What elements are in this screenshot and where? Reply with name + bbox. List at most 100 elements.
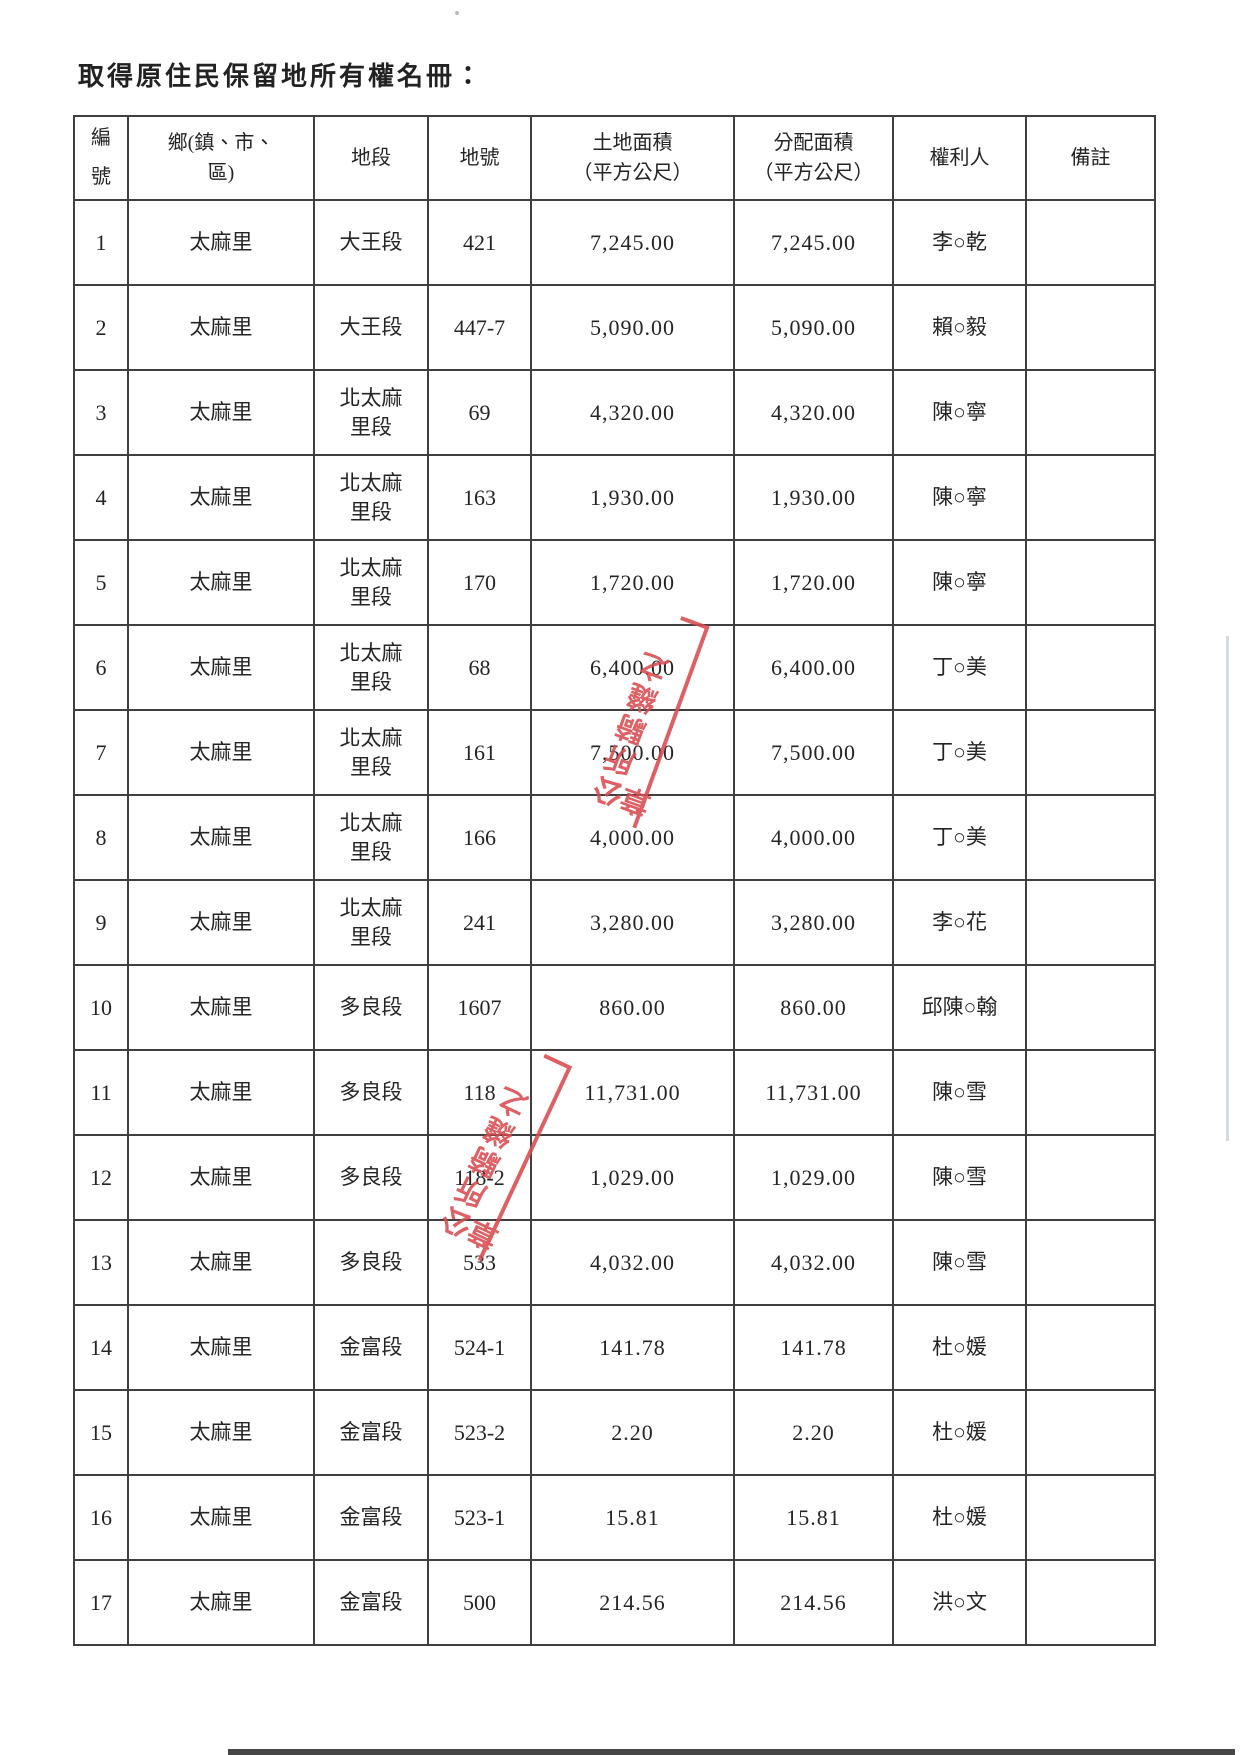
cell-rights-holder: 陳○雪: [892, 1134, 1027, 1221]
page-title: 取得原住民保留地所有權名冊：: [78, 62, 485, 91]
cell-number: 16: [73, 1474, 129, 1561]
cell-remarks: [1025, 1389, 1156, 1476]
cell-parcel-number: 68: [427, 624, 532, 711]
cell-allocated-area: 15.81: [733, 1474, 894, 1561]
cell-township: 太麻里: [127, 879, 315, 966]
cell-rights-holder: 杜○媛: [892, 1304, 1027, 1391]
cell-allocated-area: 1,720.00: [733, 539, 894, 626]
land-ownership-table: 編 號 鄉(鎮、市、 區) 地段 地號 土地面積 （平方公尺） 分配面積 （平方…: [73, 115, 1156, 1646]
table-row: 12 太麻里 多良段 118-2 1,029.00 1,029.00 陳○雪: [73, 1134, 1156, 1221]
column-header-section: 地段: [313, 115, 429, 201]
cell-rights-holder: 李○乾: [892, 199, 1027, 286]
cell-number: 8: [73, 794, 129, 881]
column-header-allocated-area: 分配面積 （平方公尺）: [733, 115, 894, 201]
cell-parcel-number: 170: [427, 539, 532, 626]
column-header-township: 鄉(鎮、市、 區): [127, 115, 315, 201]
cell-township: 太麻里: [127, 1134, 315, 1221]
cell-rights-holder: 丁○美: [892, 709, 1027, 796]
cell-rights-holder: 陳○寧: [892, 454, 1027, 541]
cell-number: 13: [73, 1219, 129, 1306]
table-row: 1 太麻里 大王段 421 7,245.00 7,245.00 李○乾: [73, 199, 1156, 286]
cell-township: 太麻里: [127, 1389, 315, 1476]
cell-remarks: [1025, 794, 1156, 881]
cell-land-area: 1,930.00: [530, 454, 735, 541]
cell-remarks: [1025, 454, 1156, 541]
cell-rights-holder: 邱陳○翰: [892, 964, 1027, 1051]
cell-remarks: [1025, 1219, 1156, 1306]
cell-rights-holder: 陳○寧: [892, 539, 1027, 626]
cell-land-area: 3,280.00: [530, 879, 735, 966]
cell-allocated-area: 3,280.00: [733, 879, 894, 966]
cell-township: 太麻里: [127, 1049, 315, 1136]
cell-section: 金富段: [313, 1559, 429, 1646]
header-row: 編 號 鄉(鎮、市、 區) 地段 地號 土地面積 （平方公尺） 分配面積 （平方…: [73, 115, 1156, 201]
table-row: 14 太麻里 金富段 524-1 141.78 141.78 杜○媛: [73, 1304, 1156, 1391]
cell-remarks: [1025, 879, 1156, 966]
cell-parcel-number: 166: [427, 794, 532, 881]
cell-township: 太麻里: [127, 1219, 315, 1306]
table-row: 17 太麻里 金富段 500 214.56 214.56 洪○文: [73, 1559, 1156, 1646]
cell-number: 15: [73, 1389, 129, 1476]
table-row: 9 太麻里 北太麻 里段 241 3,280.00 3,280.00 李○花: [73, 879, 1156, 966]
cell-section: 大王段: [313, 199, 429, 286]
cell-allocated-area: 4,320.00: [733, 369, 894, 456]
cell-parcel-number: 447-7: [427, 284, 532, 371]
cell-number: 5: [73, 539, 129, 626]
cell-parcel-number: 163: [427, 454, 532, 541]
table-row: 10 太麻里 多良段 1607 860.00 860.00 邱陳○翰: [73, 964, 1156, 1051]
cell-rights-holder: 丁○美: [892, 794, 1027, 881]
cell-rights-holder: 陳○寧: [892, 369, 1027, 456]
cell-number: 7: [73, 709, 129, 796]
cell-land-area: 4,032.00: [530, 1219, 735, 1306]
cell-parcel-number: 161: [427, 709, 532, 796]
column-header-number: 編 號: [73, 115, 129, 201]
table-row: 11 太麻里 多良段 118 11,731.00 11,731.00 陳○雪: [73, 1049, 1156, 1136]
cell-township: 太麻里: [127, 369, 315, 456]
cell-section: 北太麻 里段: [313, 539, 429, 626]
table-row: 15 太麻里 金富段 523-2 2.20 2.20 杜○媛: [73, 1389, 1156, 1476]
cell-number: 11: [73, 1049, 129, 1136]
cell-remarks: [1025, 1049, 1156, 1136]
cell-number: 10: [73, 964, 129, 1051]
scan-artifact-bottom-edge: [228, 1749, 1235, 1755]
cell-section: 北太麻 里段: [313, 369, 429, 456]
column-header-land-area: 土地面積 （平方公尺）: [530, 115, 735, 201]
cell-remarks: [1025, 709, 1156, 796]
cell-township: 太麻里: [127, 624, 315, 711]
table-row: 6 太麻里 北太麻 里段 68 6,400.00 6,400.00 丁○美: [73, 624, 1156, 711]
cell-allocated-area: 1,930.00: [733, 454, 894, 541]
cell-allocated-area: 2.20: [733, 1389, 894, 1476]
cell-rights-holder: 杜○媛: [892, 1474, 1027, 1561]
cell-section: 多良段: [313, 1134, 429, 1221]
cell-remarks: [1025, 284, 1156, 371]
cell-remarks: [1025, 1134, 1156, 1221]
cell-remarks: [1025, 1474, 1156, 1561]
cell-rights-holder: 陳○雪: [892, 1049, 1027, 1136]
cell-allocated-area: 214.56: [733, 1559, 894, 1646]
cell-rights-holder: 賴○毅: [892, 284, 1027, 371]
cell-parcel-number: 524-1: [427, 1304, 532, 1391]
cell-allocated-area: 7,500.00: [733, 709, 894, 796]
table-row: 2 太麻里 大王段 447-7 5,090.00 5,090.00 賴○毅: [73, 284, 1156, 371]
cell-land-area: 2.20: [530, 1389, 735, 1476]
cell-remarks: [1025, 1559, 1156, 1646]
table-row: 4 太麻里 北太麻 里段 163 1,930.00 1,930.00 陳○寧: [73, 454, 1156, 541]
cell-land-area: 214.56: [530, 1559, 735, 1646]
cell-township: 太麻里: [127, 454, 315, 541]
cell-land-area: 1,720.00: [530, 539, 735, 626]
cell-section: 金富段: [313, 1474, 429, 1561]
table-row: 16 太麻里 金富段 523-1 15.81 15.81 杜○媛: [73, 1474, 1156, 1561]
scan-artifact-speck: [455, 11, 459, 15]
cell-number: 2: [73, 284, 129, 371]
cell-township: 太麻里: [127, 964, 315, 1051]
cell-number: 1: [73, 199, 129, 286]
cell-remarks: [1025, 199, 1156, 286]
cell-remarks: [1025, 1304, 1156, 1391]
cell-allocated-area: 141.78: [733, 1304, 894, 1391]
cell-land-area: 860.00: [530, 964, 735, 1051]
cell-land-area: 7,245.00: [530, 199, 735, 286]
cell-section: 金富段: [313, 1304, 429, 1391]
cell-number: 12: [73, 1134, 129, 1221]
cell-parcel-number: 421: [427, 199, 532, 286]
cell-allocated-area: 6,400.00: [733, 624, 894, 711]
